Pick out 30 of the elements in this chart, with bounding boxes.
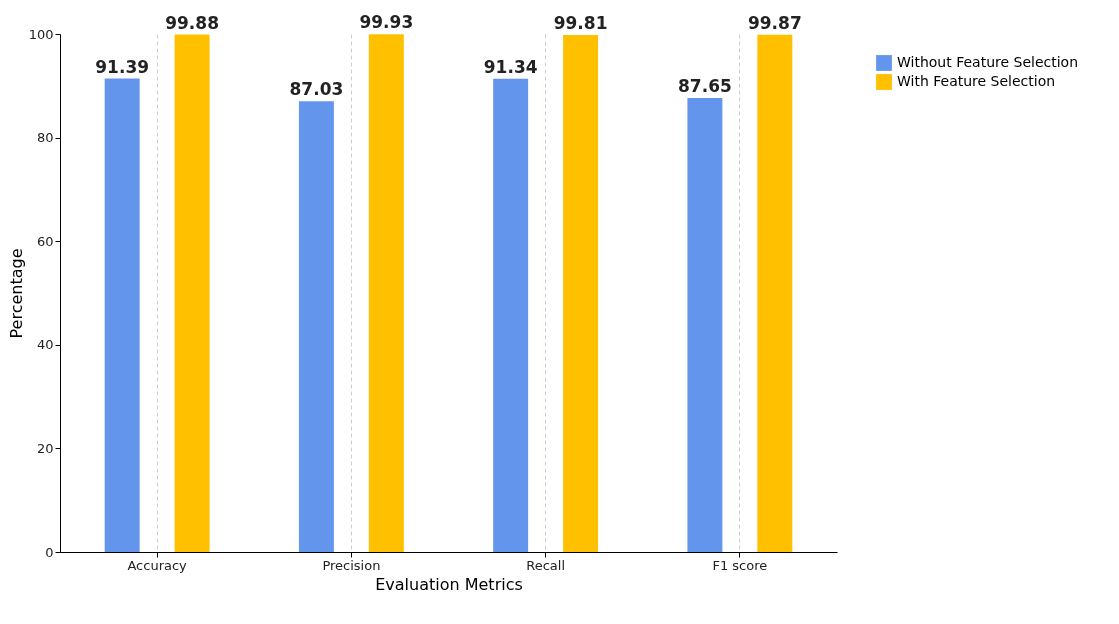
data-label: 91.34 — [483, 56, 538, 77]
x-tick-label: F1 score — [712, 557, 768, 573]
data-label: 99.81 — [553, 12, 608, 33]
data-label: 99.87 — [747, 12, 802, 33]
x-axis-title: Evaluation Metrics — [375, 574, 523, 594]
bar — [174, 34, 210, 552]
bar — [368, 34, 404, 552]
bar — [687, 97, 723, 552]
y-tick-label: 0 — [45, 544, 54, 560]
bar — [104, 78, 140, 552]
bar — [493, 78, 529, 552]
data-label: 99.93 — [359, 12, 414, 33]
bar — [757, 34, 793, 552]
data-label: 91.39 — [95, 56, 150, 77]
legend-label: With Feature Selection — [897, 73, 1056, 89]
data-label: 87.65 — [678, 75, 732, 96]
data-label: 87.03 — [289, 79, 344, 100]
x-tick-label: Accuracy — [127, 557, 188, 573]
legend-label: Without Feature Selection — [897, 54, 1079, 70]
bar — [563, 34, 599, 552]
y-tick-label: 60 — [36, 233, 54, 249]
y-tick-label: 80 — [36, 130, 54, 146]
bar — [298, 101, 334, 552]
y-tick-label: 100 — [28, 26, 54, 42]
x-tick-label: Precision — [322, 557, 381, 573]
y-tick-label: 20 — [36, 440, 54, 456]
data-label: 99.88 — [165, 12, 219, 33]
x-tick-label: Recall — [526, 557, 566, 573]
y-axis-title: Percentage — [6, 248, 26, 339]
y-tick-label: 40 — [36, 337, 54, 353]
